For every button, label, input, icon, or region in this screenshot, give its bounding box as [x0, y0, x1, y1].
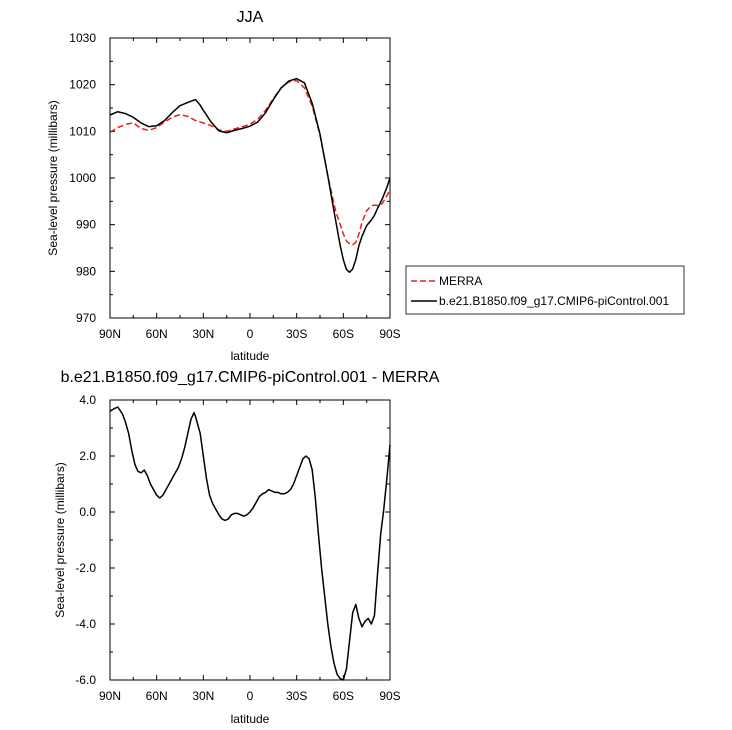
- series-line-1-0: [109, 406, 391, 681]
- y-tick-label: 4.0: [79, 393, 96, 407]
- y-tick-label: 1030: [69, 31, 96, 45]
- x-tick-label: 90S: [379, 327, 400, 341]
- top-panel-frame: [109, 37, 391, 319]
- x-tick-label: 30S: [286, 327, 307, 341]
- bottom-panel-ticks: 90N 60N 30N 0 30S 60S 90S -6.0 -4.0 -2.0 0.0 2.0 4.0: [75, 393, 400, 703]
- legend-label-merra: MERRA: [439, 274, 482, 288]
- x-tick-label: 60S: [333, 689, 354, 703]
- y-tick-label: 1000: [69, 171, 96, 185]
- x-tick-label: 90S: [379, 689, 400, 703]
- bottom-panel-xlabel: latitude: [231, 712, 270, 726]
- bottom-panel-ylabel: Sea-level pressure (millibars): [53, 462, 67, 617]
- x-tick-label: 30N: [192, 689, 214, 703]
- bottom-panel: b.e21.B1850.f09_g17.CMIP6-piControl.001 …: [53, 369, 440, 726]
- y-tick-label: -4.0: [75, 617, 96, 631]
- top-panel-lines: [109, 77, 391, 274]
- y-tick-label: -6.0: [75, 673, 96, 687]
- bottom-panel-title: b.e21.B1850.f09_g17.CMIP6-piControl.001 …: [61, 369, 440, 386]
- y-tick-label: -2.0: [75, 561, 96, 575]
- series-line-0-1: [109, 77, 391, 274]
- legend: MERRA b.e21.B1850.f09_g17.CMIP6-piContro…: [405, 265, 685, 315]
- x-tick-label: 0: [247, 689, 254, 703]
- x-tick-label: 90N: [99, 689, 121, 703]
- y-tick-label: 980: [76, 264, 96, 278]
- y-tick-label: 2.0: [79, 449, 96, 463]
- legend-label-model: b.e21.B1850.f09_g17.CMIP6-piControl.001: [439, 294, 669, 308]
- x-tick-label: 90N: [99, 327, 121, 341]
- x-tick-label: 30N: [192, 327, 214, 341]
- top-panel-ylabel: Sea-level pressure (millibars): [46, 100, 60, 255]
- x-tick-label: 30S: [286, 689, 307, 703]
- y-tick-label: 1010: [69, 124, 96, 138]
- top-panel-ticks: 90N 60N 30N 0 30S 60S 90S 970 980 990 1000 1010 1020…: [69, 31, 400, 341]
- x-tick-label: 60S: [333, 327, 354, 341]
- x-tick-label: 60N: [146, 327, 168, 341]
- x-tick-label: 0: [247, 327, 254, 341]
- y-tick-label: 1020: [69, 78, 96, 92]
- x-tick-label: 60N: [146, 689, 168, 703]
- y-tick-label: 990: [76, 218, 96, 232]
- bottom-panel-lines: [109, 406, 391, 681]
- top-panel-title: JJA: [237, 9, 264, 26]
- legend-box: [405, 265, 685, 315]
- top-panel-xlabel: latitude: [231, 349, 270, 363]
- series-line-0-0: [109, 79, 391, 246]
- y-tick-label: 970: [76, 311, 96, 325]
- bottom-panel-frame: [109, 399, 391, 681]
- top-panel: JJA 90N 60N 30N 0 30S 60S 90S 970 980 990 1000 1010…: [46, 9, 401, 363]
- y-tick-label: 0.0: [79, 505, 96, 519]
